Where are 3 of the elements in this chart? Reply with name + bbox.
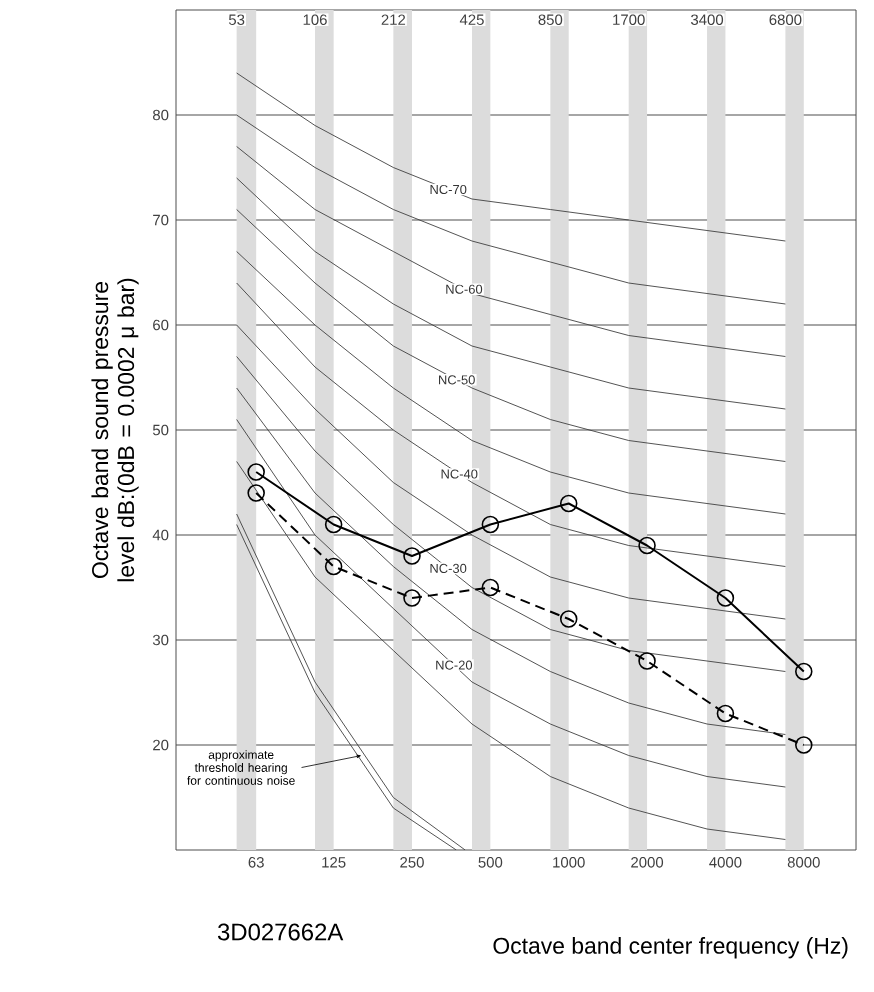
- text: 3D027662A: [217, 923, 344, 941]
- x-axis-title: Octave band center frequency (Hz): [493, 937, 848, 959]
- y-axis-title: Octave band sound pressure level dB:(0dB = 0.0002 μ bar): [91, 278, 139, 582]
